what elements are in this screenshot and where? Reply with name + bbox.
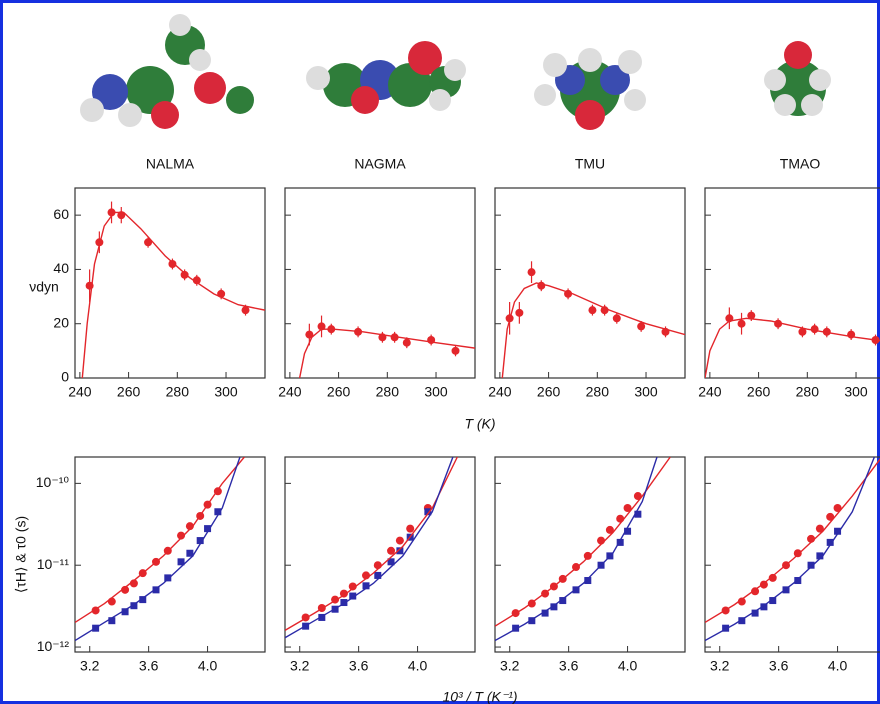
marker <box>452 347 460 355</box>
plot-area <box>705 457 880 641</box>
marker <box>403 339 411 347</box>
marker <box>794 577 801 584</box>
fit-line <box>82 212 265 378</box>
marker <box>374 561 382 569</box>
fit-line <box>705 318 880 378</box>
marker <box>406 525 414 533</box>
x-tick-label: 4.0 <box>198 658 218 674</box>
marker <box>613 314 621 322</box>
x-tick-label: 3.6 <box>769 658 789 674</box>
molecule-nagma <box>306 41 466 114</box>
frame <box>705 188 880 378</box>
x-tick-label: 280 <box>796 384 820 400</box>
fit-line <box>705 457 880 622</box>
x-tick-label: 300 <box>844 384 868 400</box>
x-tick-label: 3.6 <box>559 658 579 674</box>
y-axis-label: ⟨τH⟩ & τ0 (s) <box>13 516 29 593</box>
frame <box>285 457 475 652</box>
x-tick-label: 260 <box>327 384 351 400</box>
marker <box>396 537 404 545</box>
marker <box>588 306 596 314</box>
marker <box>108 598 116 606</box>
x-tick-label: 300 <box>424 384 448 400</box>
plot-area <box>82 202 265 378</box>
x-tick-label: 4.0 <box>408 658 428 674</box>
marker <box>738 320 746 328</box>
frame <box>495 188 685 378</box>
marker <box>515 309 523 317</box>
y-tick-label: 20 <box>53 314 69 330</box>
panel-title: NAGMA <box>354 156 406 172</box>
y-tick-label: 60 <box>53 206 69 222</box>
x-axis-label: T (K) <box>464 416 495 432</box>
molecule-nalma <box>80 14 254 129</box>
x-tick-label: 260 <box>747 384 771 400</box>
x-tick-label: 300 <box>634 384 658 400</box>
plot-area <box>285 457 457 638</box>
marker <box>794 549 802 557</box>
x-tick-label: 3.6 <box>349 658 369 674</box>
plot-area <box>705 307 880 378</box>
fit-line <box>300 329 475 378</box>
y-tick-label: 0 <box>61 369 69 385</box>
frame <box>705 457 880 652</box>
x-tick-label: 240 <box>488 384 512 400</box>
x-tick-label: 300 <box>214 384 238 400</box>
x-tick-label: 240 <box>68 384 92 400</box>
x-tick-label: 260 <box>537 384 561 400</box>
x-tick-label: 3.2 <box>710 658 730 674</box>
x-tick-label: 3.2 <box>80 658 100 674</box>
molecule-tmu <box>534 48 646 130</box>
x-tick-label: 240 <box>698 384 722 400</box>
fit-line <box>285 457 453 638</box>
x-tick-label: 280 <box>376 384 400 400</box>
frame <box>285 188 475 378</box>
x-axis-label: 10³ / T (K⁻¹) <box>442 689 517 704</box>
panel-title: NALMA <box>146 156 195 172</box>
x-tick-label: 4.0 <box>618 658 638 674</box>
y-axis-label: νdyn <box>29 279 59 295</box>
x-tick-label: 280 <box>166 384 190 400</box>
marker <box>616 515 624 523</box>
plot-area <box>300 316 475 378</box>
x-tick-label: 260 <box>117 384 141 400</box>
plot-area <box>75 457 244 641</box>
y-tick-label: 10⁻¹¹ <box>37 556 70 572</box>
molecule-tmao <box>764 41 831 116</box>
figure: NALMA 240 260 280 300 0 20 40 60 νdyn NAGMA 240 260 2… <box>0 0 880 704</box>
y-tick-label: 10⁻¹² <box>37 638 70 654</box>
x-tick-label: 3.2 <box>500 658 520 674</box>
y-tick-label: 10⁻¹⁰ <box>36 474 70 490</box>
plot-area <box>502 261 685 378</box>
x-tick-label: 280 <box>586 384 610 400</box>
fit-line <box>285 457 457 630</box>
fit-line <box>495 457 670 626</box>
fit-line <box>75 457 240 641</box>
fit-line <box>75 457 244 622</box>
fit-line <box>705 457 874 641</box>
marker <box>584 552 592 560</box>
marker <box>528 268 536 276</box>
panel-title: TMAO <box>780 156 821 172</box>
marker <box>811 325 819 333</box>
x-tick-label: 240 <box>278 384 302 400</box>
x-tick-label: 4.0 <box>828 658 848 674</box>
x-tick-label: 3.2 <box>290 658 310 674</box>
plot-area <box>495 457 670 641</box>
y-tick-label: 40 <box>53 260 69 276</box>
panel-title: TMU <box>575 156 605 172</box>
frame <box>75 188 265 378</box>
x-tick-label: 3.6 <box>139 658 159 674</box>
fit-line <box>502 283 685 378</box>
